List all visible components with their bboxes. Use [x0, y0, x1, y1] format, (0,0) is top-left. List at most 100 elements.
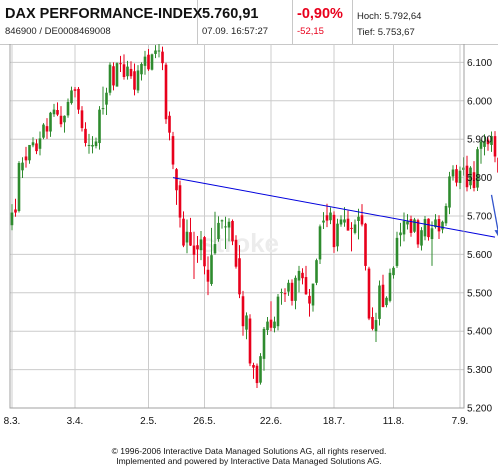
x-tick-label: 3.4.: [67, 416, 84, 427]
candle-body-up: [469, 167, 472, 186]
candle-body-down: [80, 110, 84, 129]
candle-body-down: [59, 115, 63, 125]
candle-body-down: [196, 245, 199, 250]
candle-body-up: [266, 321, 269, 331]
candle-body-down: [486, 139, 490, 145]
candle-body-up: [441, 221, 444, 230]
candle-body-down: [325, 215, 329, 221]
copyright-line: © 1996-2006 Interactive Data Managed Sol…: [111, 446, 387, 456]
candle-body-up: [38, 138, 42, 149]
candle-body-down: [283, 293, 287, 295]
powered-by-line: Implemented and powered by Interactive D…: [116, 456, 382, 466]
candle-body-up: [91, 144, 94, 147]
candle-body-down: [437, 219, 441, 232]
candle-body-down: [171, 136, 175, 165]
instrument-name: DAX PERFORMANCE-INDEX: [5, 6, 203, 22]
trendline: [172, 177, 496, 238]
candle-body-down: [252, 364, 255, 368]
candle-body-down: [269, 319, 273, 328]
candle-body-up: [315, 260, 318, 283]
x-tick-label: 7.9.: [452, 416, 469, 427]
candle-body-down: [45, 126, 49, 132]
candle-body-up: [451, 169, 455, 177]
candle-body-down: [73, 89, 77, 91]
arrow-head: [494, 230, 498, 237]
candle-body-up: [28, 144, 31, 161]
candle-body-down: [168, 115, 171, 133]
candle-body-up: [420, 230, 423, 246]
change-cell: -0,90% -52,15: [293, 0, 353, 44]
candle-body-down: [427, 218, 430, 238]
candle-body-down: [255, 365, 259, 384]
candle-body-up: [280, 292, 283, 294]
candle-body-up: [483, 141, 486, 147]
candle-body-down: [381, 284, 385, 308]
candle-body-up: [413, 219, 416, 232]
candle-body-down: [24, 156, 28, 161]
candle-body-down: [77, 88, 80, 110]
candle-body-up: [245, 315, 248, 330]
candle-body-down: [290, 282, 294, 301]
candle-body-up: [17, 163, 21, 212]
candle-body-up: [213, 244, 217, 254]
candle-body-up: [444, 206, 448, 224]
candle-body-down: [248, 318, 252, 364]
candle-body-up: [31, 142, 35, 146]
candle-body-up: [42, 124, 45, 138]
candle-body-down: [455, 169, 458, 183]
candle-body-up: [227, 221, 231, 228]
candle-body-up: [297, 270, 301, 281]
x-tick-label: 2.5.: [140, 416, 157, 427]
candle-body-down: [56, 110, 59, 115]
price-cell: 5.760,91 07.09. 16:57:27: [198, 0, 293, 44]
candle-body-up: [66, 101, 70, 116]
candle-body-down: [409, 219, 413, 233]
day-low: Tief: 5.753,67: [357, 27, 415, 38]
candle-body-up: [479, 141, 483, 149]
candle-body-up: [224, 226, 227, 228]
candle-body-up: [273, 321, 276, 329]
candle-body-up: [143, 56, 147, 66]
candle-body-up: [339, 219, 343, 225]
candle-body-up: [311, 283, 315, 306]
candle-body-up: [105, 92, 108, 105]
instrument-ids: 846900 / DE0008469008: [5, 26, 111, 37]
change-percent: -0,90%: [297, 6, 343, 22]
candle-body-up: [115, 63, 119, 87]
y-tick-label: 5.600: [467, 250, 492, 261]
candle-body-up: [476, 149, 479, 188]
candle-body-down: [367, 268, 371, 319]
x-axis-labels: 8.3. 3.4. 2.5. 26.5. 22.6. 18.7. 11.8. 7.9.: [4, 416, 469, 427]
x-tick-label: 8.3.: [4, 416, 21, 427]
candle-body-down: [206, 269, 210, 282]
candle-body-up: [140, 63, 143, 75]
candle-body-up: [322, 220, 325, 223]
arrow-shaft: [490, 194, 498, 234]
candle-body-up: [406, 221, 409, 225]
candle-body-down: [203, 237, 206, 267]
candle-body-up: [10, 212, 14, 226]
candle-body-up: [430, 228, 434, 240]
candle-body-down: [416, 220, 420, 245]
instrument-cell: DAX PERFORMANCE-INDEX 846900 / DE0008469…: [0, 0, 202, 44]
y-tick-label: 6.100: [467, 58, 492, 69]
candle-body-up: [329, 212, 332, 221]
candle-body-down: [231, 220, 234, 242]
candle-body-down: [14, 209, 17, 213]
candle-body-up: [262, 328, 266, 359]
candle-body-up: [294, 277, 297, 301]
y-tick-label: 5.500: [467, 288, 492, 299]
candle-body-up: [98, 109, 101, 144]
x-tick-label: 22.6.: [260, 416, 282, 427]
candle-body-up: [87, 144, 91, 146]
candle-body-up: [287, 282, 290, 292]
plot-frame: [9, 44, 465, 409]
candle-body-down: [301, 272, 304, 279]
candle-body-up: [490, 136, 493, 145]
candle-body-down: [493, 136, 497, 157]
candle-body-down: [364, 223, 367, 266]
candle-body-up: [399, 232, 402, 236]
y-tick-label: 6.000: [467, 96, 492, 107]
candles-group: [10, 44, 498, 389]
y-tick-label: 5.700: [467, 212, 492, 223]
